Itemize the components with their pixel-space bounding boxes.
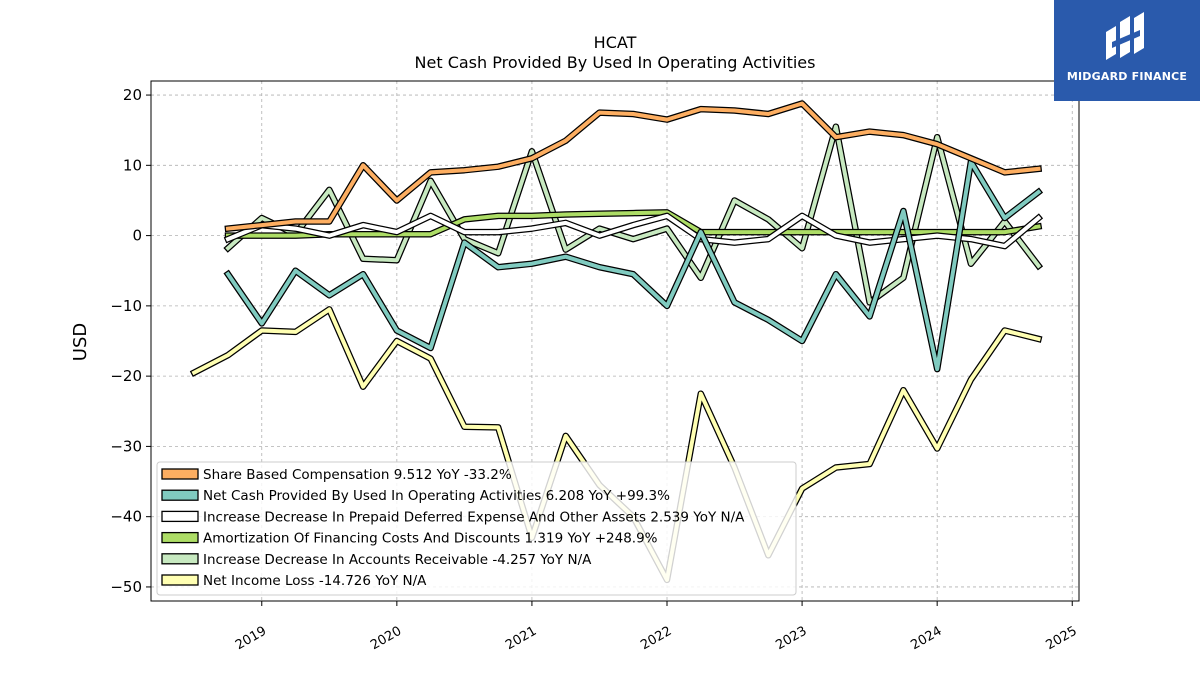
legend-label: Net Income Loss -14.726 YoY N/A bbox=[203, 573, 427, 589]
y-tick-label: −40 bbox=[110, 508, 142, 526]
legend-swatch bbox=[161, 510, 199, 523]
legend: Share Based Compensation 9.512 YoY -33.2… bbox=[156, 461, 797, 596]
x-tick-label: 2020 bbox=[368, 624, 404, 654]
y-tick-label: 20 bbox=[123, 86, 142, 104]
y-tick-label: 10 bbox=[123, 156, 142, 174]
legend-label: Amortization Of Financing Costs And Disc… bbox=[203, 531, 658, 547]
x-tick-label: 2021 bbox=[503, 624, 539, 654]
y-tick-label: −50 bbox=[110, 578, 142, 596]
x-axis-ticks: 2019 2020 2021 2022 2023 2024 2025 bbox=[233, 601, 1080, 653]
brand-logo: MIDGARD FINANCE bbox=[1054, 0, 1200, 101]
series-line-stroke bbox=[226, 210, 1041, 238]
series-line-stroke bbox=[225, 159, 1042, 372]
series-line bbox=[223, 123, 1044, 306]
legend-swatch bbox=[161, 531, 199, 544]
series-line bbox=[223, 158, 1044, 373]
y-tick-label: −20 bbox=[110, 367, 142, 385]
legend-swatch bbox=[161, 574, 199, 586]
chart-title: HCAT bbox=[594, 33, 637, 52]
x-tick-label: 2022 bbox=[638, 624, 674, 654]
legend-swatch bbox=[161, 553, 199, 565]
legend-label: Increase Decrease In Accounts Receivable… bbox=[203, 552, 592, 568]
y-axis-ticks: 20 10 0 −10 −20 −30 −40 −50 bbox=[110, 86, 151, 596]
legend-swatch bbox=[161, 468, 199, 480]
brand-name: MIDGARD FINANCE bbox=[1066, 70, 1188, 83]
x-tick-label: 2019 bbox=[233, 624, 269, 654]
y-tick-label: −30 bbox=[110, 437, 142, 455]
legend-label: Increase Decrease In Prepaid Deferred Ex… bbox=[203, 509, 745, 525]
legend-box bbox=[156, 461, 797, 596]
series-line bbox=[223, 212, 1044, 250]
series-line bbox=[224, 100, 1043, 233]
y-tick-label: 0 bbox=[132, 227, 142, 245]
chart-subtitle: Net Cash Provided By Used In Operating A… bbox=[415, 53, 816, 72]
y-axis-label: USD bbox=[70, 323, 91, 361]
legend-label: Share Based Compensation 9.512 YoY -33.2… bbox=[203, 467, 512, 483]
y-tick-label: −10 bbox=[110, 297, 142, 315]
x-tick-label: 2023 bbox=[773, 624, 809, 654]
series-line-stroke bbox=[225, 124, 1042, 305]
legend-label: Net Cash Provided By Used In Operating A… bbox=[203, 488, 670, 504]
x-tick-label: 2025 bbox=[1043, 624, 1079, 654]
axes-frame bbox=[150, 80, 1080, 602]
brand-mark-icon bbox=[1106, 12, 1144, 60]
x-tick-label: 2024 bbox=[908, 624, 944, 654]
series-line-stroke bbox=[225, 213, 1042, 249]
legend-swatch bbox=[161, 489, 199, 501]
series-line-stroke bbox=[225, 101, 1041, 231]
series-line bbox=[224, 209, 1043, 239]
